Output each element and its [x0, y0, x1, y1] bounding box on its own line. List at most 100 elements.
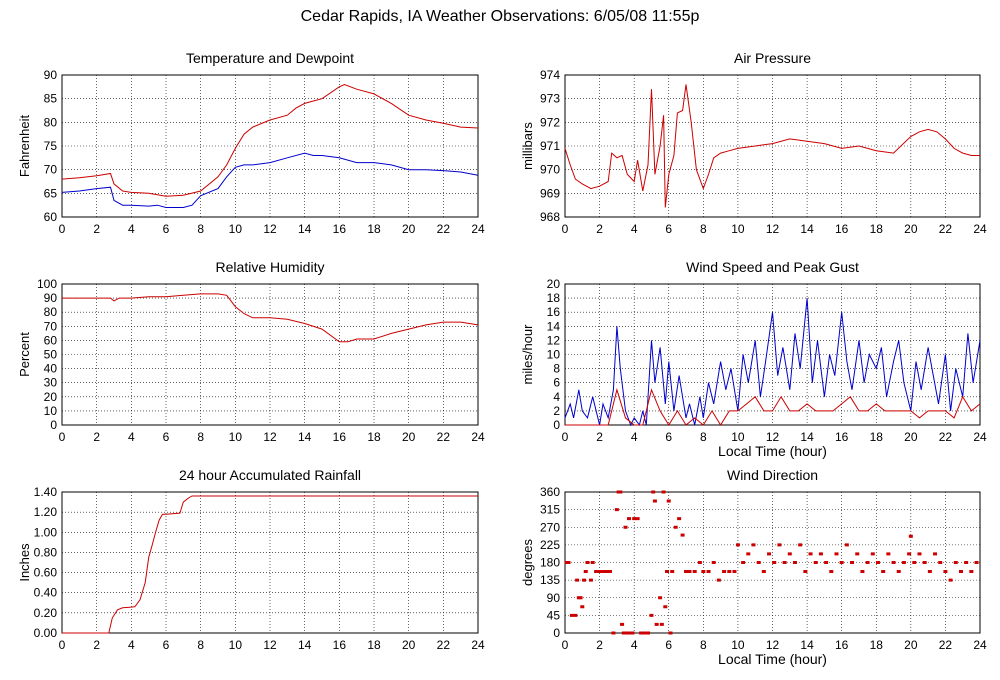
- humidity-ytick-label: 30: [44, 376, 58, 390]
- winddir-point: [607, 570, 612, 574]
- winddir-point: [964, 561, 969, 564]
- winddir-point: [772, 561, 777, 564]
- winddir-point: [666, 499, 671, 503]
- winddir-point: [677, 517, 682, 521]
- temp-series-line-1: [61, 152, 479, 208]
- winddir-ytick-label: 225: [540, 538, 560, 552]
- winddir-point: [844, 543, 849, 547]
- wind-ytick-label: 12: [547, 333, 561, 347]
- rain-xtick-label: 6: [163, 638, 170, 652]
- rain-ytick-label: 1.20: [34, 505, 58, 519]
- winddir-point: [623, 525, 628, 529]
- wind-xtick-label: 22: [939, 430, 953, 444]
- wind-xtick-label: 10: [731, 430, 745, 444]
- winddir-point: [958, 570, 963, 574]
- pressure-xtick-label: 2: [596, 222, 603, 236]
- temp-xtick-label: 4: [128, 222, 135, 236]
- winddir-point: [834, 552, 839, 556]
- winddir-point: [761, 570, 766, 574]
- temp-xtick-label: 0: [59, 222, 66, 236]
- humidity-ytick-label: 50: [44, 348, 58, 362]
- humidity-ytick-label: 90: [44, 291, 58, 305]
- temp-xtick-label: 24: [471, 222, 485, 236]
- rain-xtick-label: 8: [197, 638, 204, 652]
- humidity-xtick-label: 0: [59, 430, 66, 444]
- pressure-series-line-0: [564, 84, 980, 208]
- humidity-xtick-label: 14: [298, 430, 312, 444]
- winddir-point: [865, 561, 870, 564]
- winddir-point: [711, 561, 716, 564]
- pressure-title: Air Pressure: [734, 50, 811, 66]
- winddir-point: [665, 570, 670, 574]
- winddir-point: [651, 490, 656, 494]
- humidity-xtick-label: 24: [471, 430, 485, 444]
- winddir-point: [597, 570, 602, 574]
- wind-ytick-label: 20: [547, 277, 561, 291]
- winddir-point: [767, 552, 772, 556]
- pressure-ytick-label: 968: [540, 210, 560, 224]
- pressure-ytick-label: 971: [540, 139, 560, 153]
- temp-ytick-label: 80: [44, 115, 58, 129]
- winddir-xtick-label: 8: [700, 638, 707, 652]
- wind-ytick-label: 10: [547, 348, 561, 362]
- temp-xtick-label: 20: [402, 222, 416, 236]
- winddir-point: [938, 561, 943, 564]
- rain-ytick-label: 0.60: [34, 566, 58, 580]
- winddir-point: [948, 578, 953, 582]
- winddir-point: [953, 561, 958, 564]
- pressure-xtick-label: 22: [939, 222, 953, 236]
- humidity-ytick-label: 60: [44, 333, 58, 347]
- winddir-point: [886, 552, 891, 556]
- winddir-point: [735, 543, 740, 547]
- winddir-point: [917, 552, 922, 556]
- winddir-point: [896, 570, 901, 574]
- winddir-point: [632, 517, 637, 521]
- rain-xtick-label: 12: [263, 638, 277, 652]
- winddir-point: [850, 561, 855, 564]
- humidity-xtick-label: 2: [93, 430, 100, 444]
- rain-ytick-label: 0.80: [34, 545, 58, 559]
- winddir-point: [658, 596, 663, 600]
- pressure-xtick-label: 10: [731, 222, 745, 236]
- humidity-ytick-label: 70: [44, 319, 58, 333]
- winddir-ytick-label: 270: [540, 520, 560, 534]
- winddir-xtick-label: 4: [631, 638, 638, 652]
- winddir-point: [741, 561, 746, 564]
- humidity-ytick-label: 20: [44, 390, 58, 404]
- humidity-ytick-label: 100: [37, 277, 57, 291]
- wind-ytick-label: 2: [553, 404, 560, 418]
- winddir-point: [590, 561, 595, 564]
- temp-ytick-label: 70: [44, 163, 58, 177]
- winddir-point: [943, 570, 948, 574]
- temp-series-line-0: [61, 83, 479, 197]
- winddir-point: [901, 561, 906, 564]
- humidity-ylabel: Percent: [17, 332, 32, 377]
- winddir-point: [573, 613, 578, 617]
- winddir-point: [569, 613, 574, 617]
- wind-xtick-label: 6: [665, 430, 672, 444]
- rain-xtick-label: 2: [93, 638, 100, 652]
- winddir-point: [922, 561, 927, 564]
- temp-ytick-label: 85: [44, 92, 58, 106]
- rain-title: 24 hour Accumulated Rainfall: [179, 467, 361, 483]
- winddir-xtick-label: 24: [973, 638, 987, 652]
- temp-xtick-label: 10: [229, 222, 243, 236]
- winddir-ytick-label: 135: [540, 573, 560, 587]
- winddir-ytick-label: 315: [540, 503, 560, 517]
- wind-ytick-label: 0: [553, 418, 560, 432]
- pressure-xtick-label: 0: [562, 222, 569, 236]
- winddir-point: [839, 561, 844, 564]
- winddir-xtick-label: 14: [800, 638, 814, 652]
- pressure-ytick-label: 969: [540, 186, 560, 200]
- pressure-xtick-label: 14: [800, 222, 814, 236]
- winddir-point: [646, 631, 650, 635]
- winddir-point: [582, 578, 587, 582]
- winddir-point: [661, 490, 666, 494]
- winddir-point: [585, 561, 590, 564]
- winddir-point: [621, 631, 626, 635]
- winddir-point: [673, 525, 678, 529]
- wind-title: Wind Speed and Peak Gust: [686, 259, 859, 275]
